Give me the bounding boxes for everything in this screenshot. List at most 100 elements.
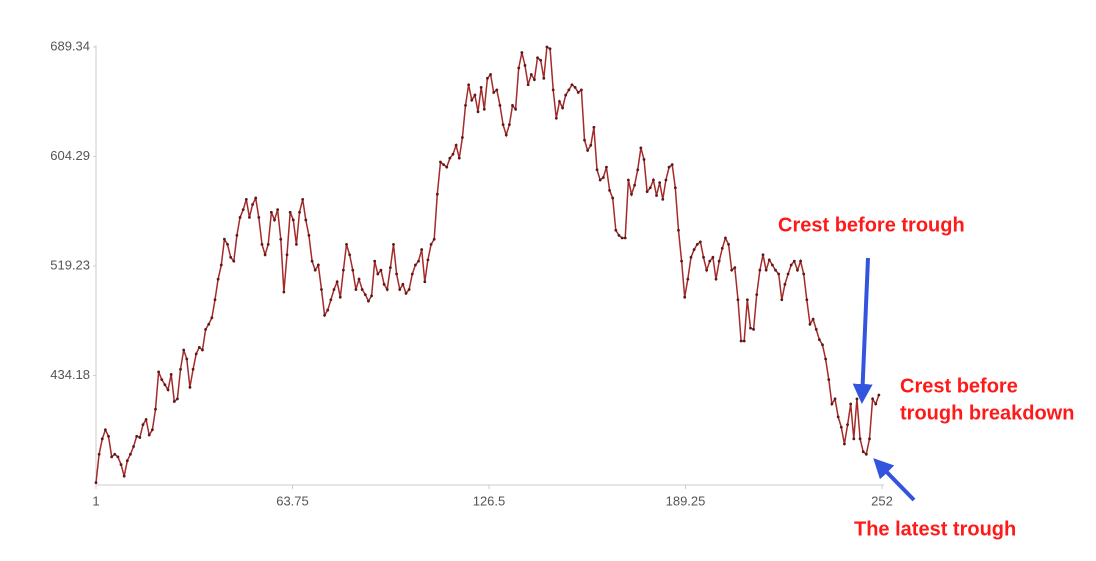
point [150,428,154,432]
point [658,181,662,185]
point [464,103,467,107]
point [482,107,486,111]
point [661,197,665,201]
point [382,282,386,286]
point [852,437,856,441]
point [122,474,126,478]
point [197,346,201,349]
point [736,298,740,302]
point [761,253,765,257]
point [426,258,430,262]
point [551,88,555,92]
point [348,253,352,257]
point [370,294,373,298]
point [799,259,802,263]
point [636,168,640,172]
point [595,168,599,172]
point [285,253,289,257]
point [420,248,424,251]
point [554,116,558,120]
point [780,298,784,302]
annotation: Crest before [900,375,1018,397]
point [498,103,502,107]
point [583,138,586,142]
point [745,298,749,302]
point [727,243,730,246]
point [536,56,539,60]
point [213,298,217,302]
point [514,107,518,111]
point [423,280,427,284]
point [238,215,242,219]
point [680,259,683,263]
point [320,288,323,291]
point [839,425,843,429]
point [94,481,98,484]
point [307,234,311,237]
point [796,268,799,272]
point [861,450,865,454]
point [414,263,417,267]
point [695,243,699,246]
point [97,452,101,456]
point [329,298,333,302]
point [507,123,511,127]
point [392,243,395,246]
point [626,178,630,182]
point [501,123,505,127]
point [520,51,524,54]
point [767,258,771,262]
point [564,93,568,97]
point [210,316,214,320]
series-line [95,45,880,483]
point [689,255,693,259]
point [789,263,793,267]
point [100,437,104,441]
point [858,437,862,441]
point [138,436,142,439]
point [533,78,536,82]
point [611,196,615,200]
point [141,423,145,427]
point [144,418,148,421]
point [692,248,696,251]
point [489,73,492,76]
point [492,91,496,94]
point [188,385,192,389]
point [470,98,474,102]
point [539,58,543,62]
point [717,259,721,263]
point [786,272,790,276]
point [811,317,815,321]
annotation: The latest trough [854,518,1016,540]
point [567,88,571,92]
point [874,402,878,406]
point [401,282,405,286]
point [720,246,724,250]
point [338,295,342,299]
point [821,343,824,347]
point [351,268,355,272]
point [282,290,286,294]
point [817,338,821,342]
point [113,452,117,456]
point [226,243,229,246]
point [623,236,627,240]
point [708,259,712,263]
point [379,268,383,272]
point [176,397,179,401]
point [479,85,483,89]
point [670,163,674,166]
point [648,186,652,190]
point [363,293,367,297]
point [846,423,849,427]
point [730,268,734,272]
point [601,176,605,179]
point [407,288,411,291]
point [116,455,120,459]
point [166,388,170,392]
point [614,228,618,232]
annotation: trough breakdown [900,402,1074,424]
point [504,133,508,137]
point [295,243,298,246]
